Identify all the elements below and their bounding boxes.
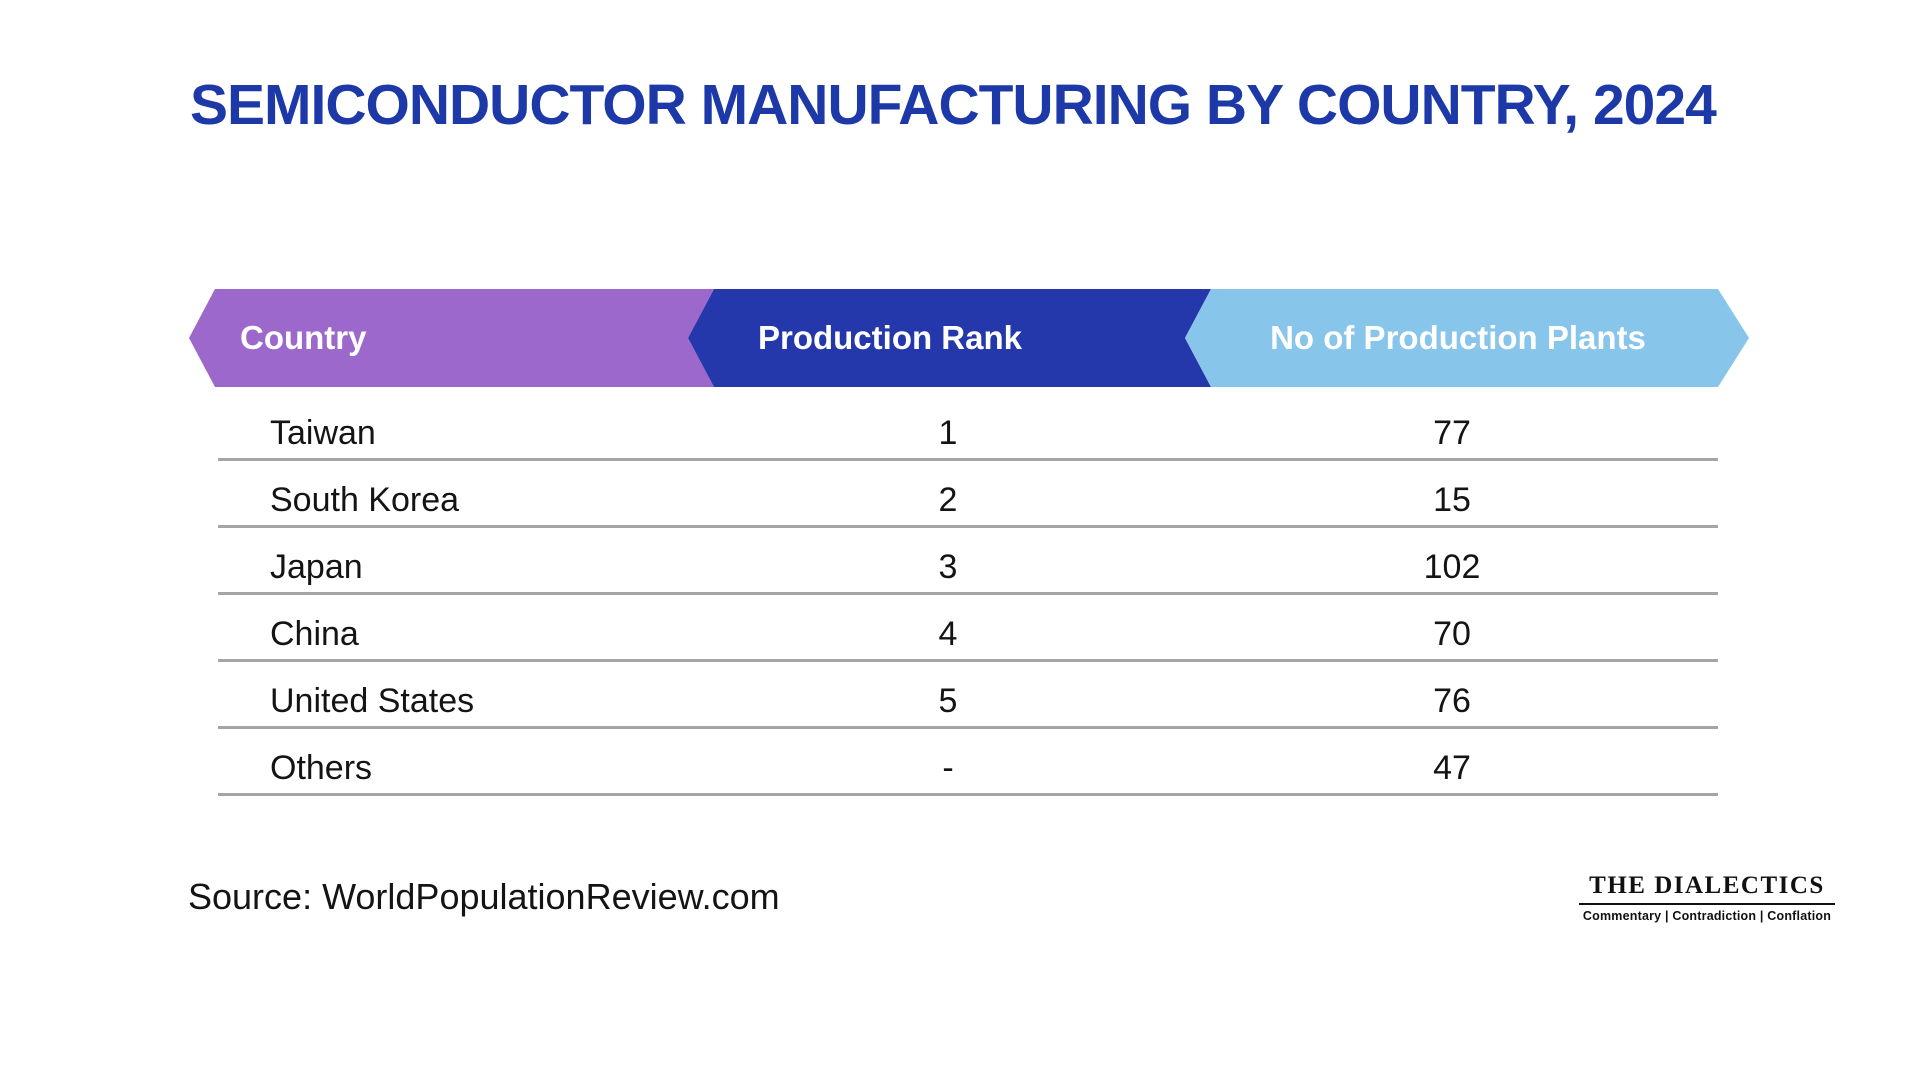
- table-body: Taiwan 1 77 South Korea 2 15 Japan 3 102…: [218, 394, 1718, 796]
- rank-cell: 5: [938, 681, 958, 720]
- plants-cell: 77: [1433, 413, 1471, 452]
- column-header-country: Country: [240, 319, 367, 356]
- country-cell: Others: [270, 748, 373, 787]
- plants-cell: 15: [1433, 480, 1471, 519]
- production-rank-header-band: [688, 289, 1211, 387]
- country-cell: Japan: [270, 547, 363, 586]
- column-header-production-rank: Production Rank: [757, 319, 1023, 356]
- publisher-logo-tagline: Commentary | Contradiction | Conflation: [1582, 909, 1832, 923]
- plants-cell: 47: [1433, 748, 1471, 787]
- page-title: SEMICONDUCTOR MANUFACTURING BY COUNTRY, …: [190, 73, 1717, 137]
- rank-cell: 1: [938, 413, 958, 452]
- rank-cell: -: [942, 748, 954, 787]
- rank-cell: 4: [938, 614, 958, 653]
- source-attribution: Source: WorldPopulationReview.com: [188, 876, 780, 917]
- plants-cell: 102: [1423, 547, 1481, 586]
- publisher-logo-name: THE DIALECTICS: [1589, 872, 1825, 899]
- publisher-logo: THE DIALECTICS Commentary | Contradictio…: [1579, 872, 1835, 923]
- table-row: Japan 3 102: [218, 528, 1718, 595]
- table-row: United States 5 76: [218, 662, 1718, 729]
- country-cell: United States: [270, 681, 475, 720]
- publisher-logo-divider: [1579, 903, 1835, 905]
- table-row: Taiwan 1 77: [218, 394, 1718, 461]
- table-header-arrow-graphic: [189, 289, 1749, 387]
- table-row: South Korea 2 15: [218, 461, 1718, 528]
- rank-cell: 3: [938, 547, 958, 586]
- table-row: Others - 47: [218, 729, 1718, 796]
- table-row: China 4 70: [218, 595, 1718, 662]
- rank-cell: 2: [938, 480, 958, 519]
- plants-cell: 70: [1433, 614, 1471, 653]
- country-cell: Taiwan: [270, 413, 376, 452]
- plants-header-band: [1185, 289, 1749, 387]
- country-cell: South Korea: [270, 480, 460, 519]
- country-header-band: [189, 289, 714, 387]
- plants-cell: 76: [1433, 681, 1471, 720]
- country-cell: China: [270, 614, 359, 653]
- column-header-production-plants: No of Production Plants: [1270, 319, 1646, 356]
